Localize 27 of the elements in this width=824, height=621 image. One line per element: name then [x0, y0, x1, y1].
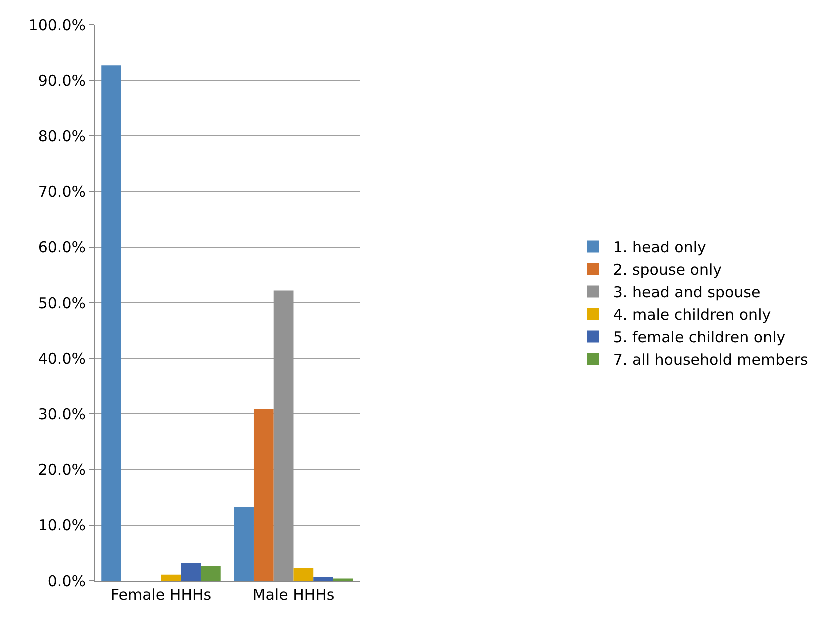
y-tick-label: 80.0%: [38, 127, 86, 146]
y-tick-label: 20.0%: [38, 461, 86, 480]
x-tick-label: Male HHHs: [252, 586, 335, 604]
bar: [314, 577, 334, 581]
y-tick-label: 50.0%: [38, 294, 86, 312]
bar: [234, 507, 254, 581]
bar: [254, 409, 274, 581]
legend-label: 4. male children only: [613, 306, 772, 324]
legend-label: 5. female children only: [613, 328, 786, 347]
y-tick-label: 70.0%: [38, 183, 86, 202]
legend-label: 7. all household members: [613, 351, 808, 370]
y-tick-label: 40.0%: [38, 350, 86, 368]
legend-label: 1. head only: [613, 238, 707, 257]
bar: [161, 574, 182, 581]
bar: [294, 568, 314, 581]
bar: [200, 566, 221, 581]
y-tick-label: 0.0%: [48, 572, 86, 590]
y-tick-label: 60.0%: [38, 238, 86, 257]
x-tick-label: Female HHHs: [110, 586, 212, 604]
bar: [102, 66, 122, 581]
legend-label: 2. spouse only: [613, 261, 722, 280]
y-tick-label: 10.0%: [38, 516, 86, 535]
bar: [181, 563, 201, 581]
y-tick-label: 30.0%: [38, 405, 86, 424]
legend-label: 3. head and spouse: [613, 284, 761, 302]
y-tick-label: 90.0%: [38, 72, 86, 90]
y-tick-label: 100.0%: [28, 16, 86, 34]
